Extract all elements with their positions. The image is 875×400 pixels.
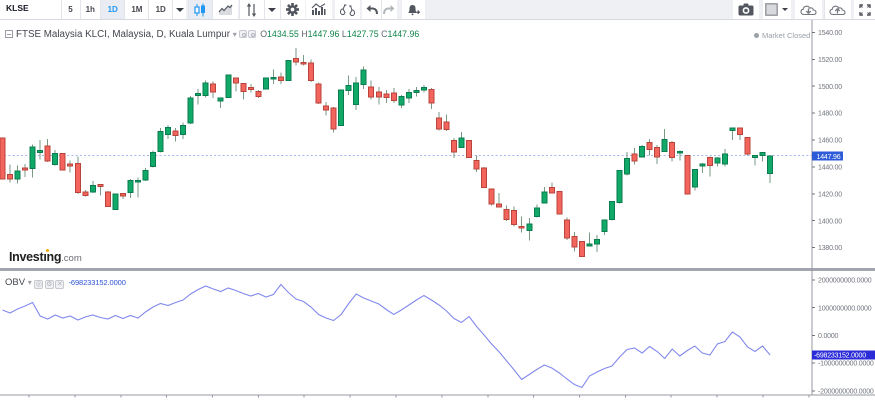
svg-text:1000000000.0000: 1000000000.0000	[818, 305, 872, 312]
svg-text:-1000000000.0000: -1000000000.0000	[818, 361, 874, 368]
svg-text:1420.00: 1420.00	[818, 191, 842, 198]
svg-text:1380.00: 1380.00	[818, 245, 842, 252]
svg-text:1540.00: 1540.00	[818, 30, 842, 37]
svg-text:1460.00: 1460.00	[818, 138, 842, 145]
svg-text:-698233152.0000: -698233152.0000	[814, 353, 866, 360]
svg-text:-2000000000.0000: -2000000000.0000	[818, 388, 874, 395]
svg-text:1400.00: 1400.00	[818, 218, 842, 225]
svg-text:0.0000: 0.0000	[818, 333, 839, 340]
svg-text:1480.00: 1480.00	[818, 111, 842, 118]
svg-text:1447.96: 1447.96	[817, 154, 841, 161]
svg-text:1440.00: 1440.00	[818, 165, 842, 172]
svg-text:1500.00: 1500.00	[818, 84, 842, 91]
svg-text:2000000000.0000: 2000000000.0000	[818, 278, 872, 285]
svg-text:1520.00: 1520.00	[818, 57, 842, 64]
